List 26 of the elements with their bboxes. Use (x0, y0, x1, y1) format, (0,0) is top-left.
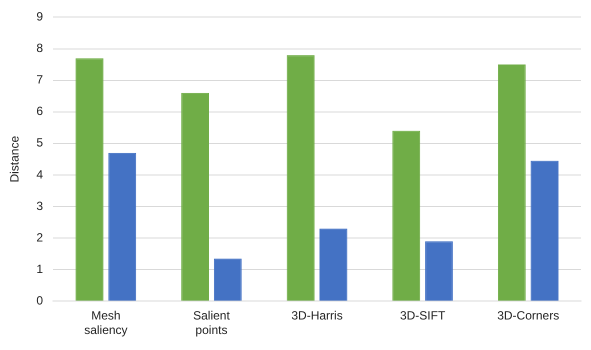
y-tick-label: 6 (36, 104, 44, 118)
bar (392, 130, 420, 301)
bar (108, 152, 136, 301)
bar (425, 241, 453, 301)
y-tick-label: 0 (36, 294, 44, 308)
x-tick-label: 3D-Corners (497, 308, 560, 323)
bar (498, 64, 526, 301)
bar (214, 258, 242, 301)
y-tick-label: 2 (36, 230, 44, 244)
y-tick-label: 5 (36, 136, 44, 150)
bar (76, 58, 104, 301)
bar (319, 228, 348, 301)
y-tick-label: 3 (36, 198, 44, 213)
bar (181, 92, 209, 301)
x-tick-label: 3D-Harris (291, 308, 343, 323)
y-tick-label: 9 (36, 10, 44, 24)
x-tick-label: 3D-SIFT (400, 308, 446, 323)
y-tick-label: 8 (36, 41, 44, 56)
y-tick-label: 1 (36, 262, 44, 276)
x-tick-label: Salient points (193, 308, 230, 338)
bar (530, 160, 558, 301)
y-tick-label: 7 (36, 72, 44, 87)
bar (286, 55, 315, 301)
x-tick-label: Mesh saliency (84, 308, 128, 338)
y-axis-title: Distance (8, 136, 22, 183)
y-tick-label: 4 (36, 167, 44, 182)
